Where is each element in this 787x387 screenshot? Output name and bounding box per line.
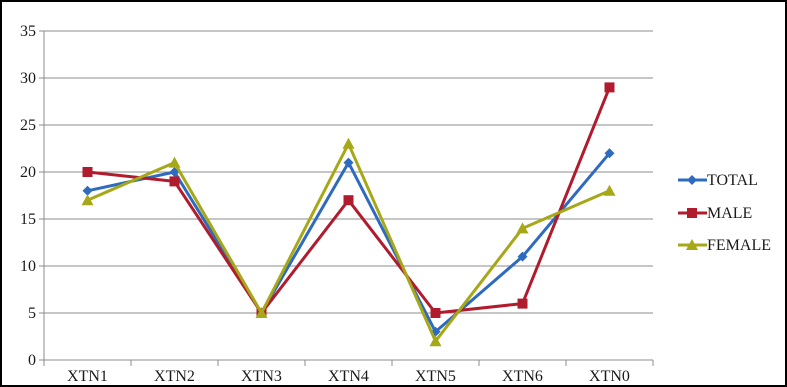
y-tick-label: 35: [20, 23, 36, 40]
y-tick-label: 0: [28, 352, 36, 369]
legend-marker-total: [687, 175, 697, 185]
data-point-female: [255, 307, 268, 318]
y-tick-label: 5: [28, 305, 36, 322]
data-point-total: [517, 251, 528, 262]
data-point-female: [168, 156, 181, 168]
x-tick-label: XTN1: [67, 368, 108, 385]
legend-item-male: MALE: [678, 205, 752, 222]
data-point-male: [517, 298, 528, 309]
data-point-male: [82, 167, 93, 177]
data-point-male: [343, 195, 354, 206]
legend-label-male: MALE: [707, 205, 752, 222]
y-tick-label: 20: [20, 164, 36, 181]
x-tick-label: XTN5: [415, 368, 456, 385]
legend-label-female: FEMALE: [707, 237, 771, 254]
x-tick-label: XTN6: [502, 368, 543, 385]
legend-marker-male: [687, 208, 697, 218]
legend-item-total: TOTAL: [678, 172, 758, 189]
x-tick-label: XTN0: [589, 368, 630, 385]
axes: 0 5 10 15 20 25 30 35 XTN1 XTN2 XTN3 XTN4 XTN5 XTN6 XT…: [20, 23, 654, 385]
legend: TOTAL MALE FEMALE: [678, 172, 771, 254]
data-point-female: [516, 222, 529, 234]
data-point-total: [82, 185, 93, 196]
data-point-female: [342, 137, 355, 149]
data-point-total: [604, 148, 615, 159]
data-point-female: [81, 194, 94, 206]
data-point-male: [169, 176, 180, 187]
legend-label-total: TOTAL: [707, 172, 758, 189]
data-point-male: [604, 82, 615, 93]
x-tick-label: XTN2: [154, 368, 195, 385]
data-point-female: [603, 184, 616, 196]
data-point-total: [343, 157, 354, 168]
series-lines: [81, 82, 616, 347]
x-tick-label: XTN3: [241, 368, 282, 385]
legend-item-female: FEMALE: [678, 237, 771, 254]
y-tick-label: 15: [20, 211, 36, 228]
x-tick-label: XTN4: [328, 368, 369, 385]
y-tick-label: 10: [20, 258, 36, 275]
data-point-male: [430, 308, 441, 318]
series-female: [81, 137, 616, 347]
y-tick-label: 30: [20, 70, 36, 87]
data-point-female: [429, 335, 442, 347]
y-tick-label: 25: [20, 117, 36, 134]
legend-marker-female: [686, 239, 698, 250]
gridlines: [44, 30, 653, 314]
